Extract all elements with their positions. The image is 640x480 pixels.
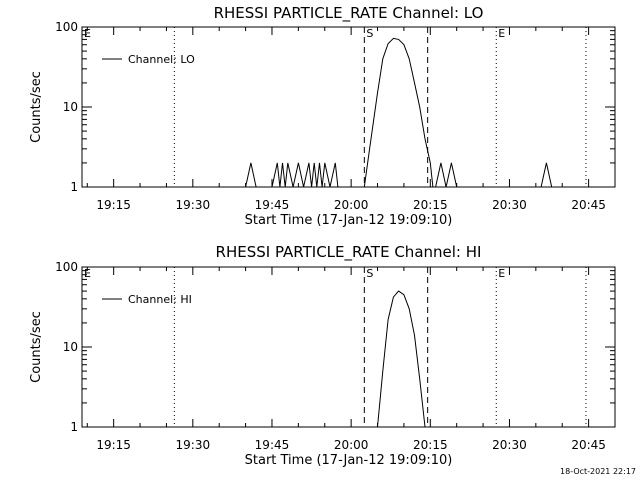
- y-axis-label: Counts/sec: [29, 71, 44, 143]
- x-tick-label: 20:00: [334, 198, 369, 212]
- x-tick-label: 19:45: [255, 438, 290, 452]
- chart-title: RHESSI PARTICLE_RATE Channel: LO: [214, 4, 484, 23]
- x-tick-label: 19:15: [96, 198, 131, 212]
- x-axis-label: Start Time (17-Jan-12 19:09:10): [245, 453, 453, 468]
- legend-entry: Channel: HI: [128, 293, 192, 306]
- legend-entry: Channel: LO: [128, 53, 195, 66]
- plot-frame: [81, 266, 616, 428]
- y-tick-label: 10: [63, 340, 78, 354]
- x-tick-label: 20:45: [571, 438, 606, 452]
- y-tick-label: 1: [70, 420, 78, 434]
- x-tick-label: 20:30: [492, 438, 527, 452]
- event-marker-e: E: [84, 267, 91, 280]
- x-tick-label: 20:30: [492, 198, 527, 212]
- y-tick-label: 1: [70, 180, 78, 194]
- y-tick-label: 100: [55, 20, 78, 34]
- event-marker-e: E: [498, 27, 505, 40]
- x-tick-label: 20:00: [334, 438, 369, 452]
- x-tick-label: 20:45: [571, 198, 606, 212]
- event-marker-e: E: [498, 267, 505, 280]
- x-axis-label: Start Time (17-Jan-12 19:09:10): [245, 213, 453, 228]
- event-marker-e: E: [84, 27, 91, 40]
- y-axis-label: Counts/sec: [29, 311, 44, 383]
- x-tick-label: 20:15: [413, 438, 448, 452]
- x-tick-label: 19:30: [176, 198, 211, 212]
- y-tick-label: 100: [55, 260, 78, 274]
- x-tick-label: 19:45: [255, 198, 290, 212]
- chart-title: RHESSI PARTICLE_RATE Channel: HI: [216, 243, 482, 262]
- event-marker-s: S: [366, 267, 373, 280]
- x-tick-label: 20:15: [413, 198, 448, 212]
- plot-frame: [81, 26, 616, 188]
- event-marker-s: S: [366, 27, 373, 40]
- x-tick-label: 19:30: [176, 438, 211, 452]
- series-line: [377, 290, 426, 428]
- series-line: [82, 37, 615, 188]
- x-tick-label: 19:15: [96, 438, 131, 452]
- y-tick-label: 10: [63, 100, 78, 114]
- footer-timestamp: 18-Oct-2021 22:17: [560, 467, 636, 476]
